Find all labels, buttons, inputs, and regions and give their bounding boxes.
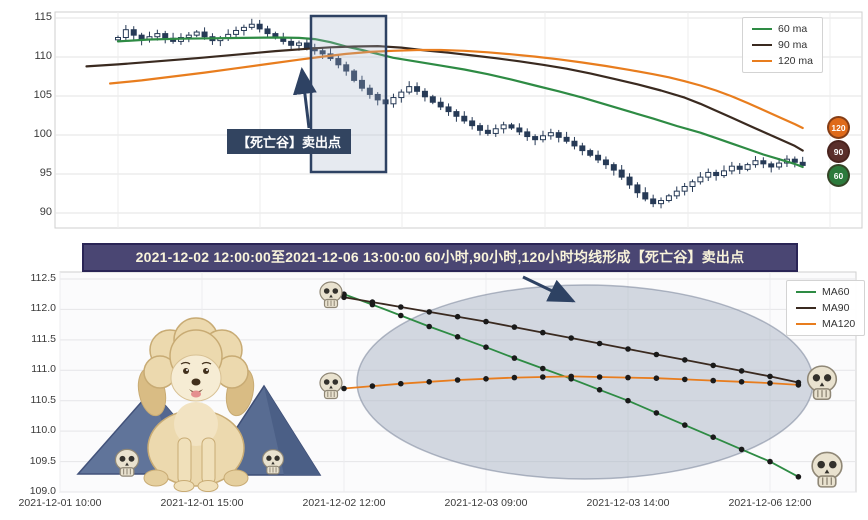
bottom-y-tick-label: 110.5 — [30, 393, 57, 406]
top-y-tick-label: 100 — [33, 128, 52, 140]
pattern-banner: 2021-12-02 12:00:00至2021-12-06 13:00:00 … — [82, 243, 798, 272]
legend-entry: 120 ma — [752, 55, 813, 67]
top-legend: 60 ma 90 ma 120 ma — [742, 17, 824, 73]
legend-entry: MA90 — [796, 302, 855, 314]
bottom-y-tick-label: 111.5 — [31, 332, 56, 345]
legend-label: MA60 — [822, 286, 850, 298]
bottom-x-tick-label: 2021-12-01 15:00 — [160, 497, 244, 509]
bottom-x-tick-label: 2021-12-06 12:00 — [728, 497, 812, 509]
bottom-y-tick-label: 112.5 — [30, 272, 57, 284]
ma-badge: 120 — [827, 116, 850, 139]
bottom-x-tick-label: 2021-12-02 12:00 — [302, 497, 386, 509]
legend-label: MA120 — [822, 318, 856, 330]
legend-label: 60 ma — [778, 23, 808, 35]
annotation-arrow — [292, 67, 317, 129]
bottom-ma-lines-layer — [341, 291, 802, 480]
legend-line-swatch — [796, 323, 816, 325]
legend-entry: 90 ma — [752, 39, 813, 51]
top-y-tick-label: 90 — [39, 206, 52, 218]
poodle-illustration — [137, 317, 255, 492]
sell-point-annotation: 【死亡谷】卖出点 — [227, 129, 352, 154]
legend-entry: MA60 — [796, 286, 855, 298]
bottom-y-tick-label: 111.0 — [31, 363, 56, 376]
top-y-tick-label: 105 — [33, 89, 52, 101]
top-ma-lines-layer — [85, 36, 804, 169]
bottom-x-tick-label: 2021-12-03 09:00 — [444, 497, 528, 509]
legend-line-swatch — [752, 44, 772, 46]
top-candlestick-chart — [54, 11, 863, 229]
legend-label: 120 ma — [778, 55, 814, 67]
banner-arrow — [522, 275, 576, 303]
legend-line-swatch — [752, 60, 772, 62]
ma-badge: 60 — [827, 164, 850, 187]
bottom-y-tick-label: 109.0 — [29, 484, 56, 497]
legend-line-swatch — [796, 291, 816, 293]
legend-line-swatch — [796, 307, 816, 309]
legend-entry: 60 ma — [752, 23, 813, 35]
top-y-tick-label: 110 — [34, 50, 52, 62]
top-y-tick-label: 95 — [39, 167, 52, 179]
bottom-legend: MA60 MA90 MA120 — [786, 280, 866, 336]
legend-label: MA90 — [822, 302, 850, 314]
legend-label: 90 ma — [778, 39, 808, 51]
ma-badge: 90 — [827, 140, 850, 163]
legend-line-swatch — [752, 28, 772, 30]
bottom-y-tick-label: 110.0 — [30, 424, 57, 437]
bottom-x-tick-label: 2021-12-01 10:00 — [18, 497, 102, 509]
bottom-y-tick-label: 109.5 — [29, 454, 56, 467]
bottom-line-chart — [59, 271, 857, 493]
bottom-x-tick-label: 2021-12-03 14:00 — [586, 497, 670, 509]
bottom-y-tick-label: 112.0 — [30, 302, 57, 315]
legend-entry: MA120 — [796, 318, 855, 330]
top-y-tick-label: 115 — [34, 11, 52, 23]
